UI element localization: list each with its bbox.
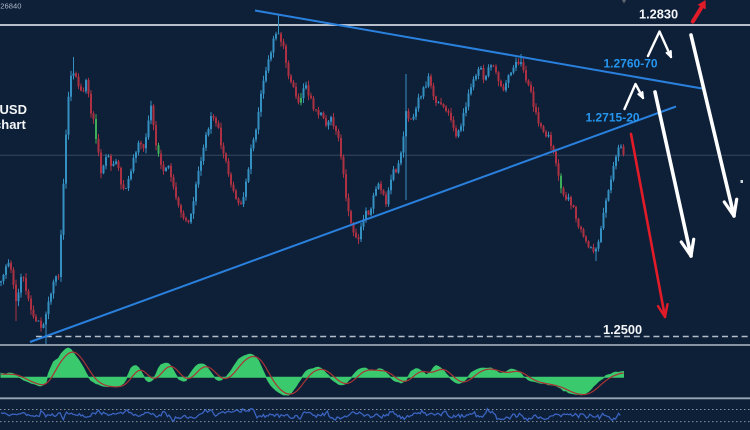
- svg-text:GBP/USD: GBP/USD: [0, 102, 27, 117]
- svg-text:4-hour chart: 4-hour chart: [0, 117, 26, 132]
- svg-text:1.2830: 1.2830: [639, 6, 678, 21]
- svg-text:1.2500: 1.2500: [603, 322, 642, 337]
- svg-text:1.2715-20: 1.2715-20: [586, 111, 640, 125]
- svg-text:1.2760-70: 1.2760-70: [604, 56, 658, 70]
- svg-text:26840: 26840: [0, 1, 21, 10]
